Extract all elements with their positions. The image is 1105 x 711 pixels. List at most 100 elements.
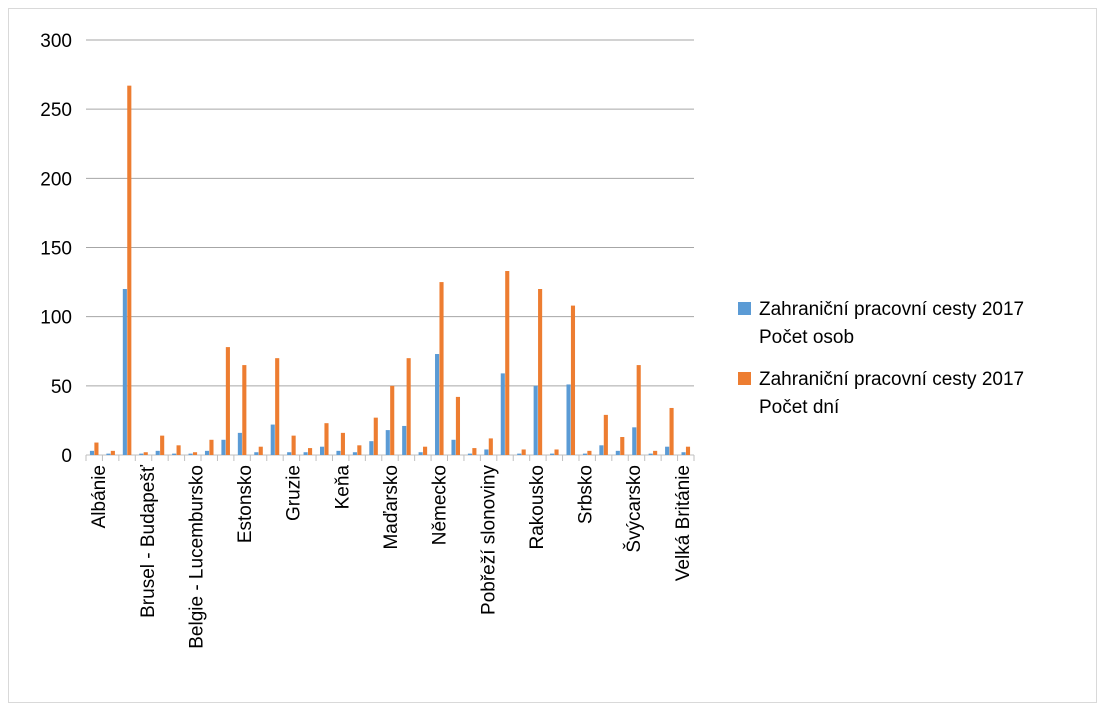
y-tick-label: 0 [61,446,72,467]
bar-dni [258,446,263,455]
bar-osob [139,453,144,455]
bar-dni [587,450,592,455]
bar-dni [488,438,493,455]
bar-dni [653,450,658,455]
x-category-label: Pobřeží slonoviny [478,465,499,615]
bar-osob [155,450,160,455]
bar-osob [582,453,588,455]
bar-osob [648,453,653,455]
bar-osob [385,430,390,455]
bar-dni [373,417,378,455]
bar-dni [324,423,329,455]
bar-dni [390,385,395,455]
bar-osob [451,439,456,455]
y-tick-label: 150 [40,239,72,260]
x-category-label: Švýcarsko [623,465,645,553]
bar-dni [291,435,296,455]
x-category-label: Gruzie [284,465,305,521]
bar-osob [435,354,440,455]
bar-osob [106,453,111,455]
bar-dni [603,414,608,455]
bar-osob [418,452,423,455]
y-tick-label: 250 [40,100,72,121]
bar-dni [570,305,576,455]
bar-dni [308,448,313,455]
bar-dni [176,445,181,455]
x-category-label: Keňa [332,465,353,510]
bar-osob [336,450,341,455]
bar-dni [538,289,543,455]
bar-osob [615,450,620,455]
bar-dni [192,452,198,455]
bar-dni [620,437,625,455]
legend-swatch-osob [738,302,751,315]
bar-dni [423,446,428,455]
bar-dni [275,358,280,455]
x-category-label: Belgie - Lucembursko [186,465,207,649]
bar-osob [517,453,522,455]
bar-dni [669,407,674,455]
x-category-label: Albánie [89,465,110,528]
x-category-label: Německo [430,465,451,545]
bar-dni [340,432,345,455]
bar-dni [406,358,411,455]
x-category-label: Srbsko [576,465,597,524]
bar-dni [439,282,444,455]
legend-item-dni: Zahraniční pracovní cesty 2017 Počet dní [738,366,1098,422]
bar-osob [632,427,637,455]
y-tick-label: 50 [51,377,72,398]
bar-osob [172,453,177,455]
bar-osob [221,439,226,455]
bar-dni [455,396,461,455]
bar-osob [550,453,555,455]
y-tick-label: 100 [40,308,72,329]
x-category-label: Estonsko [235,465,256,543]
chart-legend: Zahraniční pracovní cesty 2017 Počet oso… [738,296,1098,436]
x-category-label: Maďarsko [381,465,402,550]
bar-osob [500,373,505,455]
chart-frame [8,8,1097,703]
bar-dni [521,449,526,455]
bar-dni [225,347,230,455]
bar-dni [143,452,148,455]
bar-dni [110,450,115,455]
bar-osob [681,452,686,455]
bar-osob [89,450,95,455]
bar-osob [237,432,242,455]
bar-osob [254,452,259,455]
bar-osob [270,424,275,455]
bar-osob [188,453,193,455]
bar-osob [566,384,571,455]
x-category-label: Brusel - Budapešť [138,464,159,618]
x-category-label: Velká Británie [673,465,694,581]
bar-osob [204,450,210,455]
bar-dni [357,445,362,455]
bar-dni [94,442,99,455]
bar-osob [484,449,489,455]
bar-dni [242,365,247,455]
legend-item-osob: Zahraniční pracovní cesty 2017 Počet oso… [738,296,1098,352]
y-tick-label: 300 [40,31,72,52]
bar-dni [685,446,691,455]
bar-osob [599,445,604,455]
bar-osob [533,385,538,455]
bar-osob [319,446,325,455]
legend-swatch-dni [738,372,751,385]
bar-osob [352,452,357,455]
bar-dni [472,448,477,455]
bar-osob [665,446,670,455]
bar-osob [303,452,308,455]
bar-osob [369,441,374,455]
bar-dni [554,449,559,455]
bar-dni [505,271,510,455]
x-category-label: Rakousko [527,465,548,550]
bar-dni [636,365,641,455]
bar-osob [402,425,407,455]
legend-label-dni: Zahraniční pracovní cesty 2017 Počet dní [759,369,1025,418]
bar-dni [127,85,132,456]
bar-dni [209,439,214,455]
bar-osob [287,452,292,455]
y-tick-label: 200 [40,169,72,190]
bar-dni [160,435,165,455]
